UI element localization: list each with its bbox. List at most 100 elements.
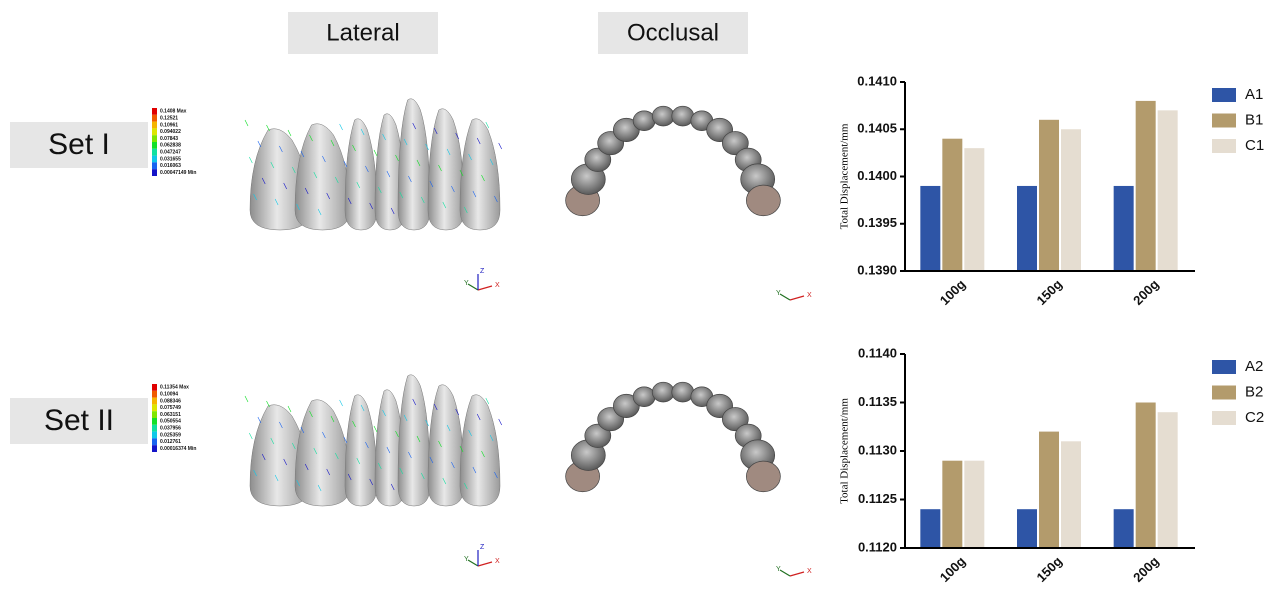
legend-label: B2 — [1245, 383, 1263, 400]
occlusal-tooth — [672, 382, 694, 402]
scale-swatch — [152, 122, 157, 129]
occlusal-tooth — [652, 382, 674, 402]
scale-swatch — [152, 384, 157, 391]
bar — [964, 148, 984, 271]
scale-swatch — [152, 438, 157, 445]
header: Occlusal — [627, 19, 719, 46]
bar — [1039, 120, 1059, 271]
bar — [1158, 412, 1178, 548]
axis-letter: Y — [464, 280, 469, 287]
scale-swatch — [152, 411, 157, 418]
tooth — [345, 395, 377, 506]
vector — [258, 417, 261, 423]
axis-arrow — [790, 572, 804, 576]
scale-swatch — [152, 142, 157, 149]
axis-arrow — [468, 560, 478, 566]
tooth — [398, 99, 430, 230]
x-tick-label: 200g — [1130, 276, 1162, 308]
vector — [249, 433, 252, 439]
occlusal-tooth — [672, 106, 694, 126]
scale-label: 0.037956 — [160, 426, 181, 432]
axis-arrow — [790, 296, 804, 300]
x-tick-label: 100g — [937, 553, 969, 585]
vector — [374, 426, 377, 432]
y-tick-label: 0.1405 — [857, 121, 897, 136]
tooth — [460, 395, 500, 506]
bar — [1017, 509, 1037, 548]
tooth — [345, 119, 377, 230]
vector — [245, 120, 248, 126]
scale-label: 0.11354 Max — [160, 385, 189, 391]
lateral-teeth — [245, 375, 502, 506]
scale-swatch — [152, 425, 157, 432]
header: Lateral — [326, 19, 399, 46]
axis-letter: Y — [776, 290, 781, 297]
scale-label: 0.00016374 Min — [160, 446, 196, 452]
scale-label: 0.1408 Max — [160, 109, 187, 115]
scale-swatch — [152, 162, 157, 169]
y-tick-label: 0.1130 — [858, 442, 897, 457]
scale-label: 0.012761 — [160, 439, 181, 445]
axis-letter: X — [807, 292, 812, 299]
scale-label: 0.050554 — [160, 419, 181, 425]
vector — [340, 124, 343, 130]
occlusal-tooth — [633, 111, 655, 131]
axis-letter: Z — [480, 544, 485, 551]
vector — [499, 143, 502, 149]
legend-swatch — [1212, 114, 1236, 128]
scale-label: 0.00047149 Min — [160, 170, 196, 176]
x-tick-label: 150g — [1033, 276, 1065, 308]
bar — [1158, 110, 1178, 271]
x-tick-label: 200g — [1130, 553, 1162, 585]
bar — [942, 461, 962, 548]
bar — [1061, 441, 1081, 548]
bar — [1136, 403, 1156, 549]
x-tick-label: 100g — [937, 276, 969, 308]
bar — [1061, 129, 1081, 271]
scale-swatch — [152, 404, 157, 411]
legend-label: C1 — [1245, 137, 1264, 154]
scale-label: 0.07843 — [160, 136, 178, 142]
axis-letter: Y — [464, 556, 469, 563]
figure: Lateral Occlusal Set I Set II 0.1408 Max… — [0, 0, 1265, 599]
legend-label: A1 — [1245, 86, 1263, 103]
y-tick-label: 0.1120 — [858, 539, 897, 554]
bar — [920, 509, 940, 548]
scale-label: 0.047247 — [160, 150, 181, 156]
scale-swatch — [152, 432, 157, 439]
lateral-teeth — [245, 99, 502, 230]
bar — [1136, 101, 1156, 271]
axis-arrow — [780, 294, 790, 300]
bar — [1017, 186, 1037, 271]
axis-arrow — [478, 286, 492, 290]
set-label: Set I — [48, 128, 110, 161]
axis-letter: Y — [776, 566, 781, 573]
axis-arrow — [478, 562, 492, 566]
legend-swatch — [1212, 88, 1236, 102]
scale-label: 0.10961 — [160, 122, 178, 128]
y-tick-label: 0.1395 — [857, 215, 897, 230]
bar — [1114, 509, 1134, 548]
axis-letter: X — [495, 282, 500, 289]
bar — [964, 461, 984, 548]
scale-swatch — [152, 108, 157, 115]
scale-swatch — [152, 135, 157, 142]
scale-label: 0.025359 — [160, 432, 181, 438]
axis-arrow — [780, 570, 790, 576]
scale-swatch — [152, 391, 157, 398]
scale-swatch — [152, 398, 157, 405]
vector — [249, 157, 252, 163]
y-axis-label: Total Displacement/mm — [839, 398, 851, 504]
legend-swatch — [1212, 139, 1236, 153]
y-tick-label: 0.1400 — [857, 168, 897, 183]
scale-label: 0.031655 — [160, 156, 181, 162]
axis-letter: X — [495, 558, 500, 565]
scale-label: 0.094022 — [160, 129, 181, 135]
scale-swatch — [152, 169, 157, 176]
vector — [288, 130, 291, 136]
scale-swatch — [152, 418, 157, 425]
vector — [374, 150, 377, 156]
occlusal-tooth — [746, 461, 780, 492]
scale-label: 0.075749 — [160, 405, 181, 411]
bar — [1114, 186, 1134, 271]
